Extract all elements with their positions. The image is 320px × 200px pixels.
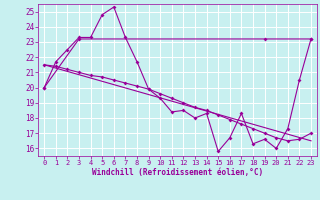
X-axis label: Windchill (Refroidissement éolien,°C): Windchill (Refroidissement éolien,°C): [92, 168, 263, 177]
